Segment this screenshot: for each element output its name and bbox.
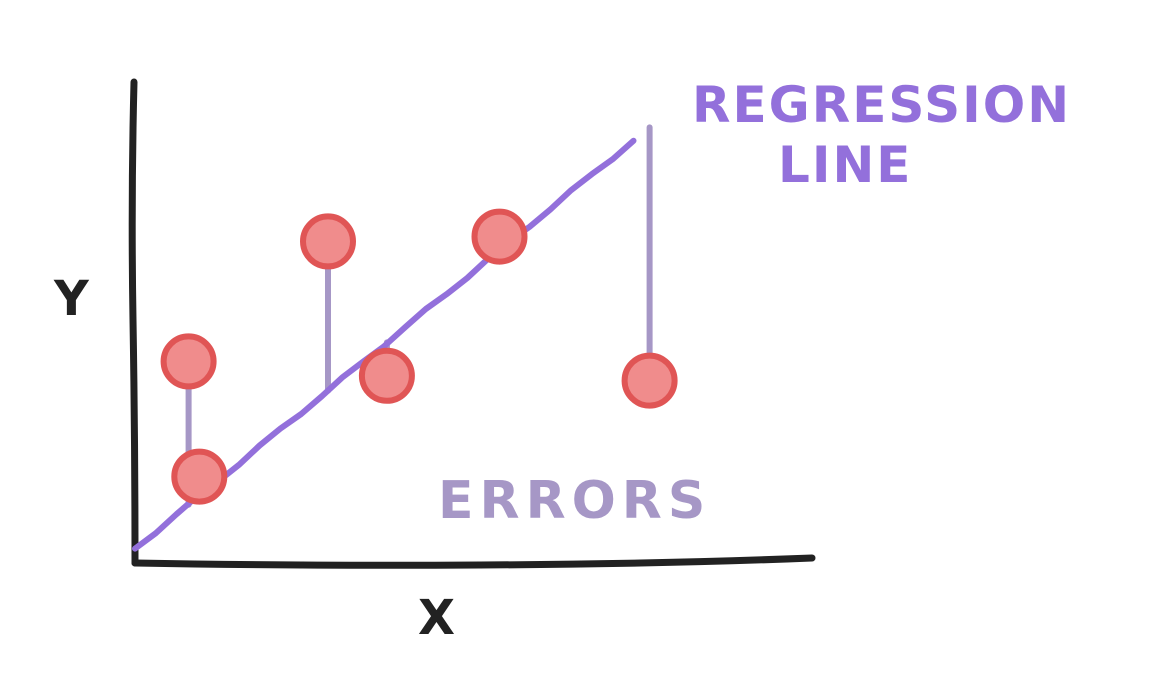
x-axis-label: X bbox=[418, 590, 455, 646]
data-point-6 bbox=[621, 352, 678, 409]
data-point-4 bbox=[358, 347, 415, 404]
errors-label: ERRORS bbox=[438, 471, 711, 531]
data-point-3 bbox=[300, 213, 356, 270]
regression-line-label-2: LINE bbox=[778, 136, 912, 194]
y-axis-line bbox=[128, 78, 139, 567]
labels: Y X REGRESSION LINE ERRORS bbox=[53, 76, 1071, 646]
data-point-2 bbox=[171, 448, 228, 505]
data-point-1 bbox=[160, 333, 217, 390]
data-points bbox=[160, 208, 678, 505]
x-axis-line bbox=[131, 554, 816, 569]
y-axis-label: Y bbox=[53, 271, 90, 327]
axes bbox=[128, 78, 816, 569]
regression-line-label-1: REGRESSION bbox=[692, 76, 1071, 134]
data-point-5 bbox=[471, 208, 528, 265]
